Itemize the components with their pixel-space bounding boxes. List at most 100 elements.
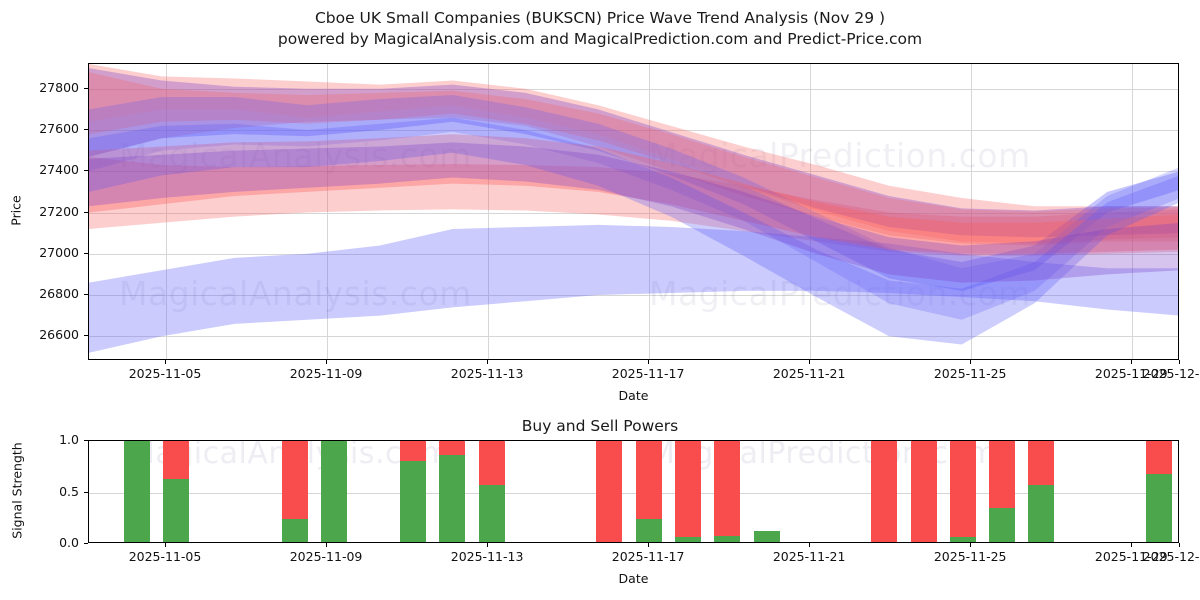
signal-x-tick — [326, 543, 328, 547]
price-y-tick — [84, 170, 88, 172]
signal-bar-sell-segment — [439, 441, 466, 456]
signal-bar-sell-segment — [674, 441, 701, 537]
signal-x-tick-label: 2025-11-29 — [1094, 549, 1168, 564]
signal-bar — [714, 441, 741, 542]
signal-bar — [596, 441, 623, 542]
signal-gridline-h — [89, 492, 1178, 494]
signal-bar — [910, 441, 937, 542]
price-x-tick-label: 2025-11-09 — [289, 366, 363, 381]
signal-bar — [989, 441, 1016, 542]
price-y-tick-label: 27600 — [39, 121, 79, 136]
signal-bar-buy-segment — [753, 530, 780, 542]
price-y-tick-label: 27000 — [39, 244, 79, 260]
price-band-red-upper-wide — [89, 64, 1178, 246]
signal-bar — [478, 441, 505, 542]
price-gridline-h — [89, 212, 1178, 214]
signal-bar-sell-segment — [163, 441, 190, 480]
signal-bar-buy-segment — [635, 519, 662, 542]
price-y-tick-label: 27800 — [39, 79, 79, 95]
signal-bar-sell-segment — [635, 441, 662, 520]
signal-x-tick-label: 2025-11-21 — [772, 549, 846, 564]
price-gridline-v — [810, 64, 812, 359]
price-band-layer — [89, 64, 1178, 353]
signal-bar — [282, 441, 309, 542]
price-gridline-v — [488, 64, 490, 359]
price-band-red-wave-band-b — [89, 72, 1178, 244]
price-y-tick-label: 26600 — [39, 327, 79, 343]
price-gridline-v — [649, 64, 651, 359]
price-y-tick — [84, 294, 88, 295]
price-y-tick-label: 27400 — [39, 162, 79, 178]
signal-bar-buy-segment — [163, 479, 190, 542]
signal-bar — [400, 441, 427, 542]
signal-x-tick — [809, 543, 811, 547]
price-x-tick — [1131, 360, 1133, 364]
price-x-tick-label: 2025-11-21 — [772, 366, 846, 381]
price-y-tick — [84, 129, 88, 130]
signal-x-tick-label: 2025-11-09 — [289, 549, 363, 564]
signal-bar-buy-segment — [1146, 474, 1173, 542]
signal-bar — [1146, 441, 1173, 542]
signal-y-tick-label: 0.0 — [59, 535, 79, 550]
page-subtitle: powered by MagicalAnalysis.com and Magic… — [277, 30, 923, 48]
signal-bar-buy-segment — [714, 535, 741, 542]
signal-bar-sell-segment — [910, 441, 937, 542]
signal-x-tick-label: 2025-11-13 — [450, 549, 524, 564]
price-x-tick — [1179, 360, 1180, 364]
signal-bar-buy-segment — [400, 460, 427, 542]
signal-y-tick — [84, 543, 88, 544]
price-band-purple-overlap-right — [89, 142, 1178, 283]
price-x-tick — [326, 360, 328, 364]
signal-bar-buy-segment — [949, 536, 976, 542]
signal-bar-sell-segment — [714, 441, 741, 536]
signal-bar-buy-segment — [1028, 485, 1055, 542]
price-x-tick-label: 2025-11-25 — [933, 366, 1007, 381]
signal-x-tick-label: 2025-12-01 — [1142, 549, 1200, 564]
price-band-blue-upper-narrow — [89, 105, 1178, 291]
price-x-tick-label: 2025-11-05 — [128, 366, 202, 381]
price-band-blue-lower-wide — [89, 224, 1178, 353]
price-x-tick — [165, 360, 167, 364]
signal-x-tick — [1179, 543, 1180, 547]
signal-x-tick — [1131, 543, 1133, 547]
page-title: Cboe UK Small Companies (BUKSCN) Price W… — [314, 9, 886, 27]
signal-x-tick-label: 2025-11-05 — [128, 549, 202, 564]
price-x-tick — [487, 360, 489, 364]
signal-bar-buy-segment — [478, 485, 505, 542]
signal-bar — [124, 441, 150, 542]
signal-bar — [1028, 441, 1055, 542]
signal-x-tick — [165, 543, 167, 547]
signal-bar-sell-segment — [478, 441, 505, 486]
signal-x-tick — [487, 543, 489, 547]
watermark-text: MagicalPrediction.com — [649, 440, 997, 471]
signal-x-tick — [970, 543, 972, 547]
signal-bar — [439, 441, 466, 542]
signal-bar-sell-segment — [1028, 441, 1055, 486]
price-y-tick — [84, 252, 88, 254]
signal-bar-buy-segment — [674, 536, 701, 542]
signal-bar — [871, 441, 898, 542]
price-x-tick-label: 2025-11-17 — [611, 366, 685, 381]
signal-bar — [163, 441, 190, 542]
chart-title-block: Cboe UK Small Companies (BUKSCN) Price W… — [0, 8, 1200, 50]
price-gridline-v — [166, 64, 168, 359]
price-band-blue-wave-band-c — [89, 94, 1178, 320]
signal-y-tick — [84, 440, 88, 441]
signal-y-tick — [84, 491, 88, 493]
price-x-tick-label: 2025-12-01 — [1142, 366, 1200, 381]
price-gridline-v — [971, 64, 973, 359]
price-y-tick-label: 26800 — [39, 286, 79, 301]
signal-bar-sell-segment — [1146, 441, 1173, 475]
signal-bar — [635, 441, 662, 542]
signal-x-tick-label: 2025-11-25 — [933, 549, 1007, 564]
price-x-tick — [648, 360, 650, 364]
price-gridline-h — [89, 88, 1178, 90]
signal-chart-title: Buy and Sell Powers — [521, 417, 679, 435]
signal-x-tick — [648, 543, 650, 547]
signal-bar — [321, 441, 348, 542]
price-gridline-h — [89, 253, 1178, 255]
price-x-tick-label: 2025-11-13 — [450, 366, 524, 381]
price-chart-plot-area: MagicalAnalysis.com MagicalPrediction.com… — [88, 63, 1179, 360]
signal-y-tick-label: 0.5 — [59, 483, 79, 499]
price-x-tick-label: 2025-11-29 — [1094, 366, 1168, 381]
